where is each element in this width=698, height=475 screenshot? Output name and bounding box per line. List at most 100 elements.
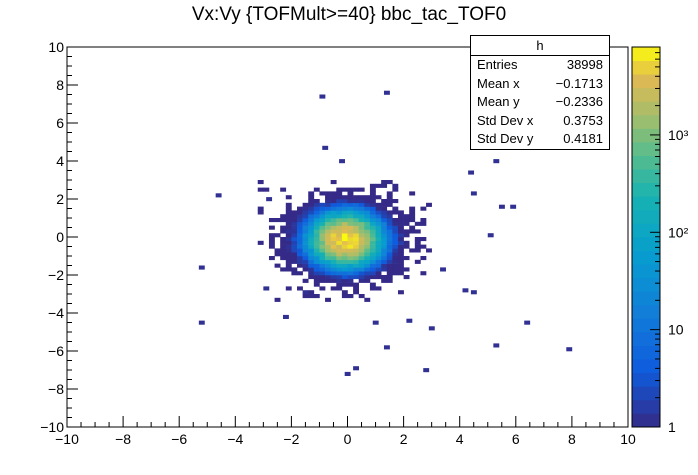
heatmap-cell xyxy=(341,233,348,238)
heatmap-cell xyxy=(341,290,348,295)
heatmap-cell xyxy=(409,229,416,234)
heatmap-cell xyxy=(358,267,365,272)
colorbar-segment xyxy=(632,114,660,129)
colorbar-segment xyxy=(632,182,660,197)
colorbar-segment xyxy=(632,47,660,61)
heatmap-cell xyxy=(274,252,281,257)
heatmap-cell xyxy=(302,263,309,268)
heatmap-cell xyxy=(420,244,427,249)
heatmap-cell xyxy=(381,263,388,268)
heatmap-cell xyxy=(308,210,315,215)
heatmap-cell xyxy=(319,225,326,230)
colorbar-segment xyxy=(632,196,660,211)
heatmap-cell xyxy=(397,237,404,242)
heatmap-cell xyxy=(392,187,399,192)
heatmap-cell xyxy=(280,244,287,249)
heatmap-cell xyxy=(392,259,399,264)
heatmap-cell xyxy=(268,244,275,249)
heatmap-cell-outlier xyxy=(263,286,270,291)
heatmap-cell xyxy=(308,214,315,219)
heatmap-cell xyxy=(297,229,303,234)
heatmap-cell xyxy=(336,233,343,238)
heatmap-cell xyxy=(336,221,343,226)
heatmap-cell xyxy=(280,240,287,245)
heatmap-cell xyxy=(263,187,270,192)
heatmap-cell xyxy=(364,199,371,204)
y-tick-label: 8 xyxy=(56,77,64,93)
heatmap-cell xyxy=(325,256,331,261)
heatmap-cell xyxy=(336,259,343,264)
heatmap-cell xyxy=(397,267,404,272)
heatmap-cell xyxy=(386,278,393,283)
heatmap-cell xyxy=(397,221,404,226)
colorbar-segment xyxy=(632,87,660,102)
heatmap-cell xyxy=(313,252,320,257)
heatmap-cell xyxy=(369,233,376,238)
heatmap-cell xyxy=(375,271,382,276)
y-axis: −10 −8 −6 −4 −2 0 2 4 6 8 10 xyxy=(40,39,78,435)
heatmap-cell-outlier xyxy=(423,368,430,373)
x-tick-label: 6 xyxy=(512,431,520,447)
heatmap-cell xyxy=(369,259,376,264)
x-tick-label: −8 xyxy=(115,431,131,447)
heatmap-cell xyxy=(358,202,365,207)
heatmap-cell xyxy=(409,206,416,211)
heatmap-cell xyxy=(308,225,315,230)
heatmap-cell xyxy=(358,278,365,283)
heatmap-cell xyxy=(369,286,376,291)
heatmap-cell xyxy=(302,248,309,253)
heatmap-cell xyxy=(369,210,376,215)
heatmap-cell xyxy=(336,199,343,204)
heatmap-cell xyxy=(297,214,303,219)
colorbar-segment xyxy=(632,399,660,414)
heatmap-cell xyxy=(330,214,337,219)
heatmap-cell xyxy=(375,267,382,272)
heatmap-cell xyxy=(386,259,393,264)
heatmap-cell xyxy=(375,229,382,234)
heatmap-cell xyxy=(330,263,337,268)
heatmap-cell xyxy=(381,183,388,188)
heatmap-cell xyxy=(325,218,331,223)
heatmap-cell xyxy=(375,214,382,219)
heatmap-cell xyxy=(325,191,331,196)
heatmap-cell xyxy=(386,195,393,200)
heatmap-cell xyxy=(257,210,264,215)
colorbar: 1 10 10² 10³ xyxy=(631,46,689,435)
heatmap-cell xyxy=(369,206,376,211)
heatmap-cell xyxy=(369,282,376,287)
colorbar-segment xyxy=(632,318,660,333)
heatmap-cell xyxy=(347,221,354,226)
heatmap-cell xyxy=(325,195,331,200)
heatmap-cell xyxy=(353,259,360,264)
heatmap-cell xyxy=(369,267,376,272)
heatmap-cell xyxy=(274,248,281,253)
heatmap-cell xyxy=(397,263,404,268)
heatmap-cell xyxy=(285,206,292,211)
heatmap-cell-outlier xyxy=(406,318,413,323)
heatmap-cell xyxy=(308,221,315,226)
heatmap-cell xyxy=(330,286,337,291)
heatmap-cell xyxy=(330,256,337,261)
heatmap-cell xyxy=(313,278,320,283)
heatmap-cell xyxy=(420,206,427,211)
heatmap-cell xyxy=(302,229,309,234)
heatmap-cell xyxy=(325,221,331,226)
heatmap-cell xyxy=(325,263,331,268)
heatmap-cell-outlier xyxy=(344,371,351,376)
heatmap-cell xyxy=(302,259,309,264)
heatmap-cell xyxy=(369,221,376,226)
heatmap-cell xyxy=(325,259,331,264)
heatmap-cell xyxy=(392,225,399,230)
heatmap-cell xyxy=(319,275,326,280)
heatmap-cell xyxy=(381,233,388,238)
heatmap-cell xyxy=(364,248,371,253)
heatmap-cell xyxy=(308,237,315,242)
heatmap-cell xyxy=(341,240,348,245)
heatmap-cell xyxy=(313,218,320,223)
y-tick-label: −4 xyxy=(48,305,64,321)
heatmap-cell xyxy=(369,218,376,223)
x-tick-label: −4 xyxy=(227,431,243,447)
heatmap-cell xyxy=(392,240,399,245)
heatmap-cell xyxy=(319,210,326,215)
heatmap-cell xyxy=(319,252,326,257)
